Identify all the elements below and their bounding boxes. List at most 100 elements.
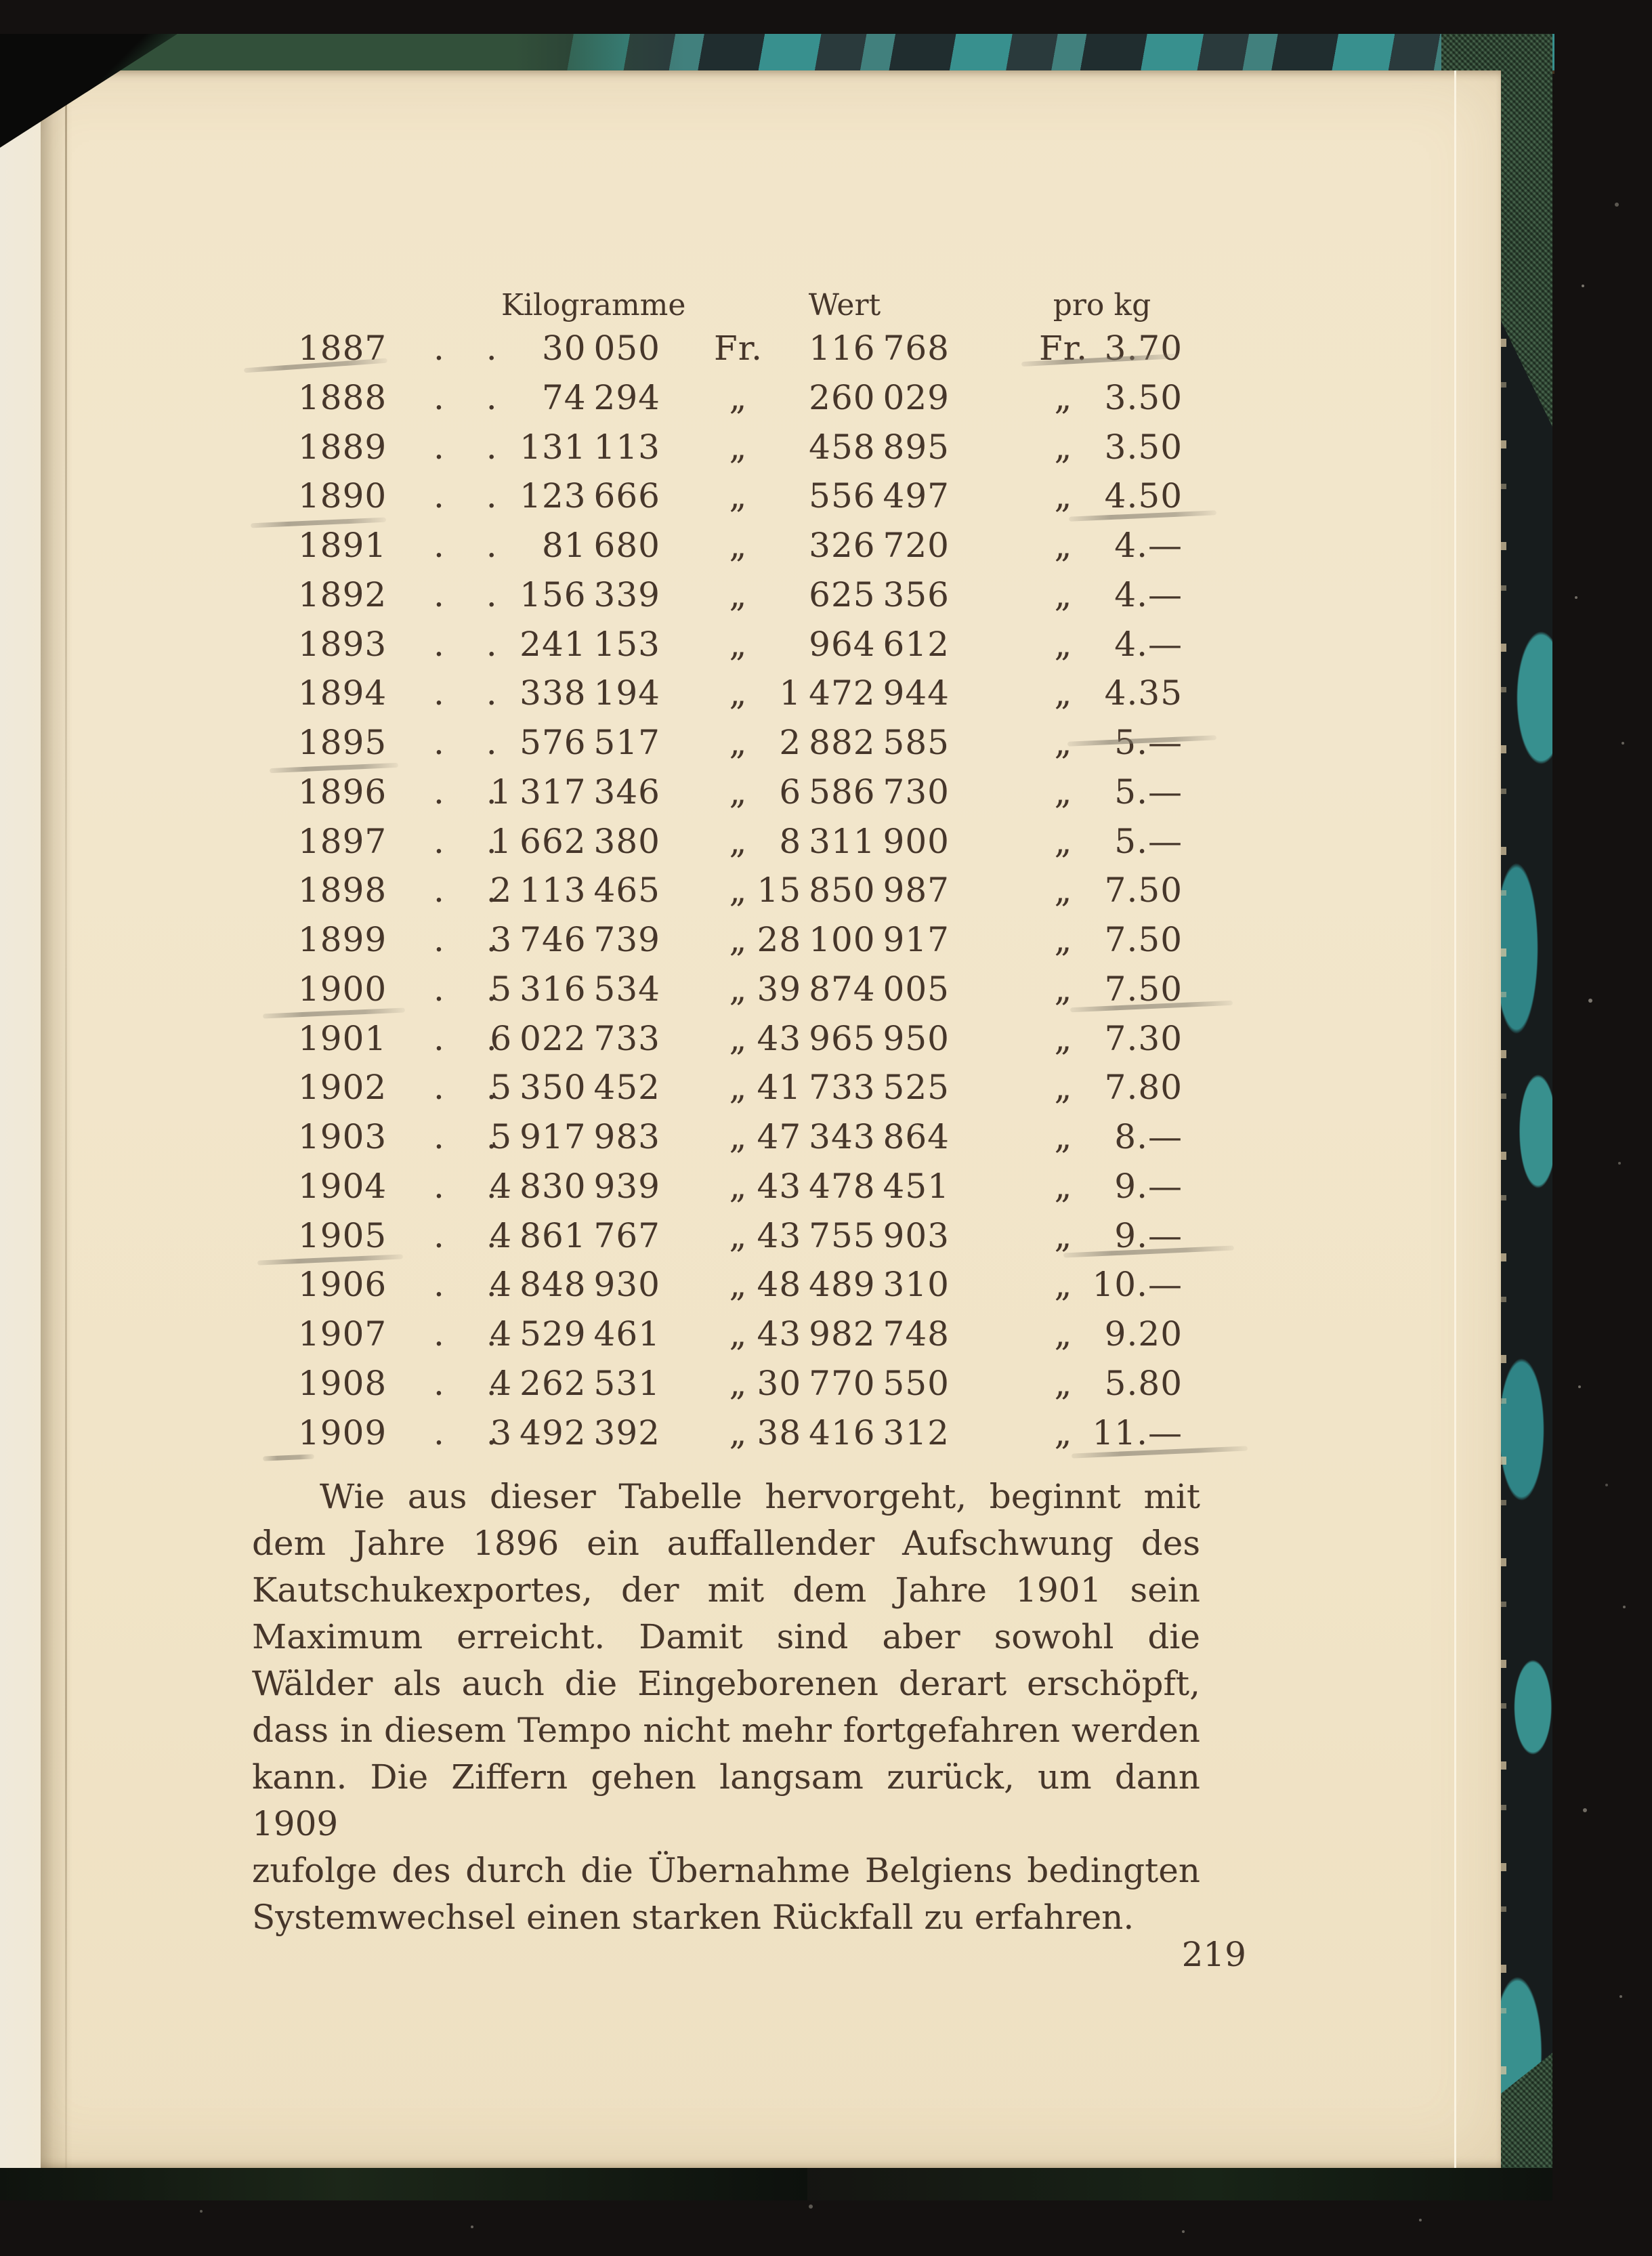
paragraph-line: Systemwechsel einen starken Rückfall zu … xyxy=(252,1898,1135,1937)
cell-year: 1889 xyxy=(298,427,387,467)
cell-currency-mark: „ xyxy=(1054,969,1073,1009)
cell-leader-dots: . . xyxy=(433,624,498,664)
table-row: 1907. .4 529 461 „ 43 982 748 „ 9.20 xyxy=(298,1310,1199,1359)
cell-pro-kg: 3.50 xyxy=(1104,377,1183,417)
cell-leader-dots: . . xyxy=(433,772,498,812)
cell-currency-mark: Fr. xyxy=(1039,329,1088,368)
column-header-wert: Wert xyxy=(808,288,881,322)
cell-currency-mark: „ xyxy=(1054,920,1073,959)
cell-wert: 964 612 xyxy=(809,624,950,664)
cell-year: 1902 xyxy=(298,1068,387,1108)
cell-wert: 28 100 917 xyxy=(757,920,950,959)
cell-currency-mark: „ xyxy=(1054,476,1073,516)
cell-currency-mark: „ xyxy=(1054,526,1073,565)
paragraph-line: kann. Die Ziffern gehen langsam zurück, … xyxy=(252,1757,1200,1843)
cell-year: 1891 xyxy=(298,526,387,565)
pencil-underline xyxy=(262,1454,315,1461)
cell-year: 1906 xyxy=(298,1265,387,1305)
cell-year: 1895 xyxy=(298,723,387,762)
cell-pro-kg: 5.80 xyxy=(1104,1363,1183,1403)
body-paragraph: Wie aus dieser Tabelle hervorgeht, begin… xyxy=(252,1474,1200,1941)
cell-year: 1901 xyxy=(298,1018,387,1058)
cell-pro-kg: 7.50 xyxy=(1104,920,1183,959)
book-cover-top-edge xyxy=(0,34,1554,74)
cell-currency-mark: „ xyxy=(729,969,748,1009)
table-row: 1896 . .1 317 346 „ 6 586 730 „ 5.— xyxy=(298,768,1199,817)
cell-wert: 41 733 525 xyxy=(757,1068,950,1108)
cell-wert: 43 965 950 xyxy=(757,1018,950,1058)
table-row: 1904. .4 830 939 „ 43 478 451 „ 9.— xyxy=(298,1162,1199,1211)
cell-wert: 116 768 xyxy=(809,329,950,368)
cell-currency-mark: „ xyxy=(729,723,748,762)
cell-kilogramme: 1 662 380 xyxy=(490,821,660,861)
cell-currency-mark: „ xyxy=(1054,427,1073,467)
table-row: 1900. .5 316 534 „ 39 874 005 „ 7.50 xyxy=(298,965,1199,1014)
table-row: 1903. .5 917 983 „ 47 343 864 „ 8.— xyxy=(298,1112,1199,1162)
cell-kilogramme: 4 848 930 xyxy=(490,1265,660,1305)
cell-leader-dots: . . xyxy=(433,526,498,565)
cell-wert: 556 497 xyxy=(809,476,950,516)
paragraph-line: Wälder als auch die Eingeborenen derart … xyxy=(252,1664,1200,1703)
export-statistics-table: Kilogramme Wert pro kg 1887. . 30 050 Fr. 1… xyxy=(298,287,1199,1457)
cell-kilogramme: 3 746 739 xyxy=(490,920,660,959)
paragraph-line: Maximum erreicht. Damit sind aber sowohl… xyxy=(252,1617,1200,1656)
cell-kilogramme: 81 680 xyxy=(541,526,660,565)
binding-crease xyxy=(65,70,67,2168)
cell-currency-mark: „ xyxy=(1054,871,1073,911)
cell-kilogramme: 4 830 939 xyxy=(490,1166,660,1206)
cell-currency-mark: „ xyxy=(1054,1413,1073,1453)
cell-pro-kg: 4.— xyxy=(1114,526,1183,565)
cell-leader-dots: . . xyxy=(433,1314,498,1354)
cell-pro-kg: 9.20 xyxy=(1104,1314,1183,1354)
cell-currency-mark: „ xyxy=(1054,1117,1073,1156)
cell-wert: 38 416 312 xyxy=(757,1413,950,1453)
cell-year: 1888 xyxy=(298,377,387,417)
cell-currency-mark: „ xyxy=(1054,1265,1073,1305)
cell-kilogramme: 576 517 xyxy=(520,723,660,762)
cell-year: 1894 xyxy=(298,673,387,713)
gutter-page-sliver xyxy=(0,70,41,2168)
cell-leader-dots: . . xyxy=(433,329,498,368)
cell-year: 1908 xyxy=(298,1363,387,1403)
cell-leader-dots: . . xyxy=(433,1166,498,1206)
table-header: Kilogramme Wert pro kg xyxy=(298,287,1199,324)
cell-pro-kg: 7.50 xyxy=(1104,871,1183,911)
cell-leader-dots: . . xyxy=(433,969,498,1009)
cell-kilogramme: 30 050 xyxy=(541,329,660,368)
cell-kilogramme: 131 113 xyxy=(520,427,660,467)
cell-wert: 458 895 xyxy=(809,427,950,467)
cell-wert: 43 982 748 xyxy=(757,1314,950,1354)
table-row: 1908. .4 262 531 „ 30 770 550 „ 5.80 xyxy=(298,1359,1199,1408)
cell-kilogramme: 123 666 xyxy=(520,476,660,516)
cell-currency-mark: „ xyxy=(729,377,748,417)
cell-wert: 39 874 005 xyxy=(757,969,950,1009)
table-row: 1890 . . 123 666 „ 556 497 „ 4.50 xyxy=(298,472,1199,521)
cell-wert: 47 343 864 xyxy=(757,1117,950,1156)
cell-currency-mark: „ xyxy=(729,427,748,467)
paragraph-line: Wie aus dieser Tabelle hervorgeht, begin… xyxy=(320,1477,1200,1516)
cell-pro-kg: 7.50 xyxy=(1104,969,1183,1009)
cell-leader-dots: . . xyxy=(433,427,498,467)
table-row: 1898. .2 113 465 „ 15 850 987 „ 7.50 xyxy=(298,866,1199,915)
cell-leader-dots: . . xyxy=(433,476,498,516)
column-header-kilogramme: Kilogramme xyxy=(501,288,686,322)
cell-leader-dots: . . xyxy=(433,920,498,959)
cell-wert: 260 029 xyxy=(809,377,950,417)
table-row: 1889 . . 131 113 „ 458 895 „ 3.50 xyxy=(298,423,1199,472)
cell-year: 1899 xyxy=(298,920,387,959)
table-row: 1899. .3 746 739 „ 28 100 917 „ 7.50 xyxy=(298,915,1199,965)
cell-year: 1898 xyxy=(298,871,387,911)
cell-currency-mark: „ xyxy=(729,476,748,516)
cell-currency-mark: „ xyxy=(729,772,748,812)
cell-leader-dots: . . xyxy=(433,1117,498,1156)
cell-currency-mark: „ xyxy=(1054,821,1073,861)
cell-year: 1904 xyxy=(298,1166,387,1206)
cell-pro-kg: 10.— xyxy=(1092,1265,1183,1305)
cell-currency-mark: „ xyxy=(729,526,748,565)
cell-year: 1903 xyxy=(298,1117,387,1156)
cell-pro-kg: 4.— xyxy=(1114,575,1183,614)
cell-kilogramme: 1 317 346 xyxy=(490,772,660,812)
cell-currency-mark: „ xyxy=(729,1018,748,1058)
cell-pro-kg: 3.50 xyxy=(1104,427,1183,467)
cell-leader-dots: . . xyxy=(433,673,498,713)
